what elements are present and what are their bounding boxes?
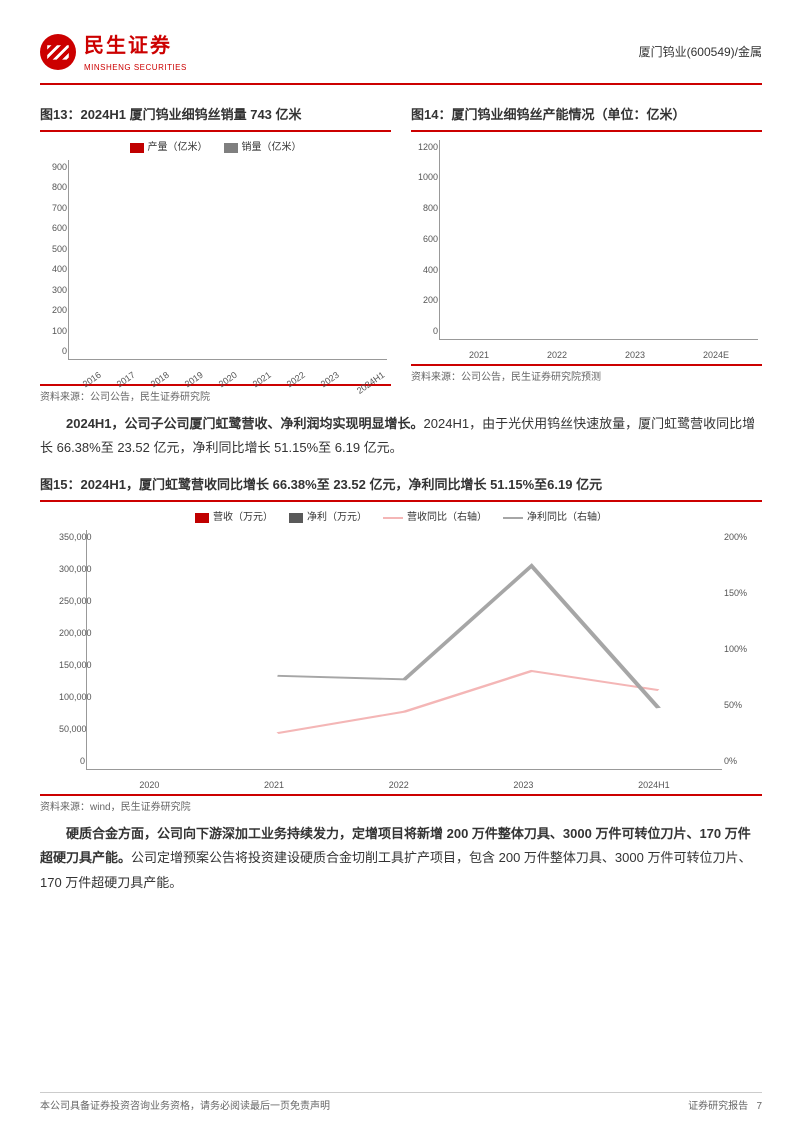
logo-icon xyxy=(40,34,76,70)
chart-13-area: 0100200300400500600700800900 20162017201… xyxy=(68,160,387,360)
chart-13: 图13：2024H1 厦门钨业细钨丝销量 743 亿米 产量（亿米） 销量（亿米… xyxy=(40,105,391,406)
footer-disclaimer: 本公司具备证券投资咨询业务资格，请务必阅读最后一页免责声明 xyxy=(40,1099,330,1115)
footer-report-type: 证券研究报告 xyxy=(688,1101,748,1112)
chart-14-area: 020040060080010001200 2021202220232024E xyxy=(439,140,758,340)
paragraph-1: 2024H1，公司子公司厦门虹鹭营收、净利润均实现明显增长。2024H1，由于光… xyxy=(40,412,762,461)
logo-en: MINSHENG SECURITIES xyxy=(84,62,187,75)
chart-13-title: 图13：2024H1 厦门钨业细钨丝销量 743 亿米 xyxy=(40,105,391,132)
page-number: 7 xyxy=(756,1101,762,1112)
chart-14-title: 图14：厦门钨业细钨丝产能情况（单位：亿米） xyxy=(411,105,762,132)
chart-14-source: 资料来源：公司公告，民生证券研究院预测 xyxy=(411,364,762,386)
chart-15-legend: 营收（万元） 净利（万元） 营收同比（右轴） 净利同比（右轴） xyxy=(40,510,762,526)
chart-15-title: 图15：2024H1，厦门虹鹭营收同比增长 66.38%至 23.52 亿元，净… xyxy=(40,475,762,502)
chart-13-legend: 产量（亿米） 销量（亿米） xyxy=(40,140,391,156)
paragraph-2: 硬质合金方面，公司向下游深加工业务持续发力，定增项目将新增 200 万件整体刀具… xyxy=(40,822,762,896)
chart-14: 图14：厦门钨业细钨丝产能情况（单位：亿米） 02004006008001000… xyxy=(411,105,762,406)
page-footer: 本公司具备证券投资咨询业务资格，请务必阅读最后一页免责声明 证券研究报告 7 xyxy=(40,1092,762,1115)
chart-15-area: 050,000100,000150,000200,000250,000300,0… xyxy=(86,530,722,770)
logo-cn: 民生证券 xyxy=(84,30,187,62)
chart-15: 图15：2024H1，厦门虹鹭营收同比增长 66.38%至 23.52 亿元，净… xyxy=(40,475,762,816)
logo: 民生证券 MINSHENG SECURITIES xyxy=(40,30,187,75)
chart-15-source: 资料来源：wind，民生证券研究院 xyxy=(40,794,762,816)
header-company-info: 厦门钨业(600549)/金属 xyxy=(639,43,762,62)
page-header: 民生证券 MINSHENG SECURITIES 厦门钨业(600549)/金属 xyxy=(40,30,762,85)
